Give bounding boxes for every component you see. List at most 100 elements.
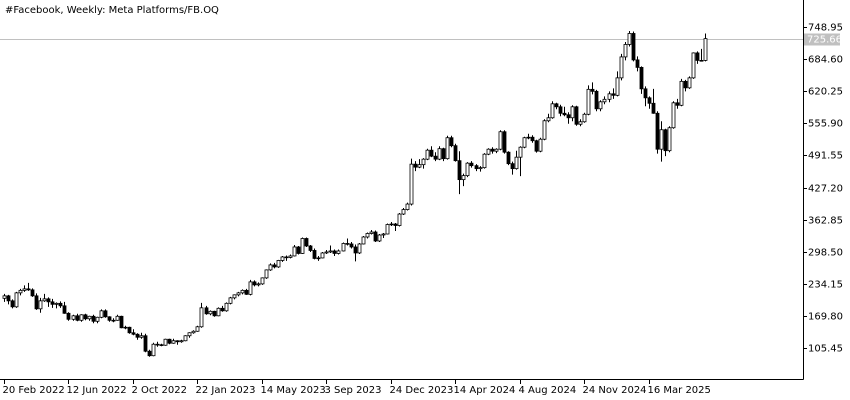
candle-body [619,56,624,79]
candle-body [6,295,11,302]
candle-body [433,155,438,160]
candle-body [615,77,620,96]
candle-body [111,319,116,322]
x-tick-label: 24 Dec 2023 [390,385,454,396]
candle-body [308,245,313,251]
candle-body [659,129,664,150]
candle-body [312,250,317,259]
y-tick-label: 105.45 [808,344,843,355]
candle-body [345,243,350,245]
candle-body [187,332,192,337]
candle-body [490,148,495,152]
candle-body [79,314,84,321]
candle-body [131,332,136,335]
candle-body [365,233,370,238]
candle-body [550,103,555,119]
candle-body [425,149,430,160]
x-tick-label: 2 Oct 2022 [132,385,187,396]
x-tick-label: 16 Mar 2025 [648,385,711,396]
y-tick-label: 555.90 [808,119,843,130]
candle-body [574,106,579,125]
candle-body [195,326,200,332]
candle-body [627,33,632,45]
candle-body [91,315,96,322]
candle-body [103,310,108,318]
candles [2,30,708,357]
candle-body [240,289,245,294]
candle-body [449,137,454,147]
candle-body [502,131,507,153]
candle-body [304,238,309,247]
candle-body [115,315,120,321]
candle-body [288,255,293,258]
candle-body [699,60,704,62]
candle-body [268,264,273,271]
candle-body [228,297,233,304]
candle-body [655,112,660,150]
candle-body [83,314,88,320]
candle-body [199,307,204,328]
candle-body [683,80,688,89]
candle-body [75,315,80,321]
candle-body [183,335,188,342]
candle-body [482,153,487,169]
y-tick-label: 491.55 [808,151,843,162]
candle-body [667,127,672,152]
candle-body [300,238,305,254]
candle-body [276,260,281,268]
candle-body [530,136,535,142]
candle-body [486,148,491,155]
candle-body [522,137,527,148]
candle-body [179,340,184,343]
candle-body [562,112,567,116]
candle-body [208,310,213,315]
y-tick-label: 427.20 [808,184,843,195]
y-tick-label: 748.95 [808,23,843,34]
candle-body [373,231,378,242]
candle-body [385,224,390,235]
candle-body [119,315,124,329]
candle-body [139,335,144,338]
y-tick-label: 234.15 [808,280,843,291]
candle-body [582,113,587,123]
candle-body [248,281,253,295]
candle-body [260,277,265,285]
candle-body [598,101,603,110]
x-tick-label: 14 May 2023 [261,385,326,396]
candle-body [10,300,15,308]
candle-body [651,102,656,114]
x-tick-label: 14 Apr 2024 [454,385,516,396]
candle-body [590,88,595,92]
candle-body [38,300,43,310]
candle-body [236,292,241,296]
candle-body [127,326,132,334]
price-label-box [804,33,840,46]
candle-body [66,312,71,320]
candle-body [353,246,358,254]
candle-body [429,149,434,157]
candle-body [99,310,104,318]
candle-body [212,310,217,317]
candle-body [602,98,607,103]
x-tick-label: 12 Jun 2022 [67,385,127,396]
candle-body [171,340,176,344]
candle-body [518,146,523,158]
candle-body [461,175,466,181]
candle-body [498,131,503,150]
candle-body [639,66,644,90]
candle-body [18,289,23,294]
candle-body [232,294,237,299]
candle-body [538,138,543,152]
x-tick-label: 22 Jan 2023 [196,385,256,396]
candle-body [586,88,591,115]
candle-body [14,292,19,308]
candle-body [252,281,257,286]
candle-body [554,103,559,108]
candle-body [147,350,152,357]
candle-body [26,288,31,291]
y-tick-label: 362.85 [808,216,843,227]
candle-body [349,243,354,248]
candle-body [87,315,92,320]
